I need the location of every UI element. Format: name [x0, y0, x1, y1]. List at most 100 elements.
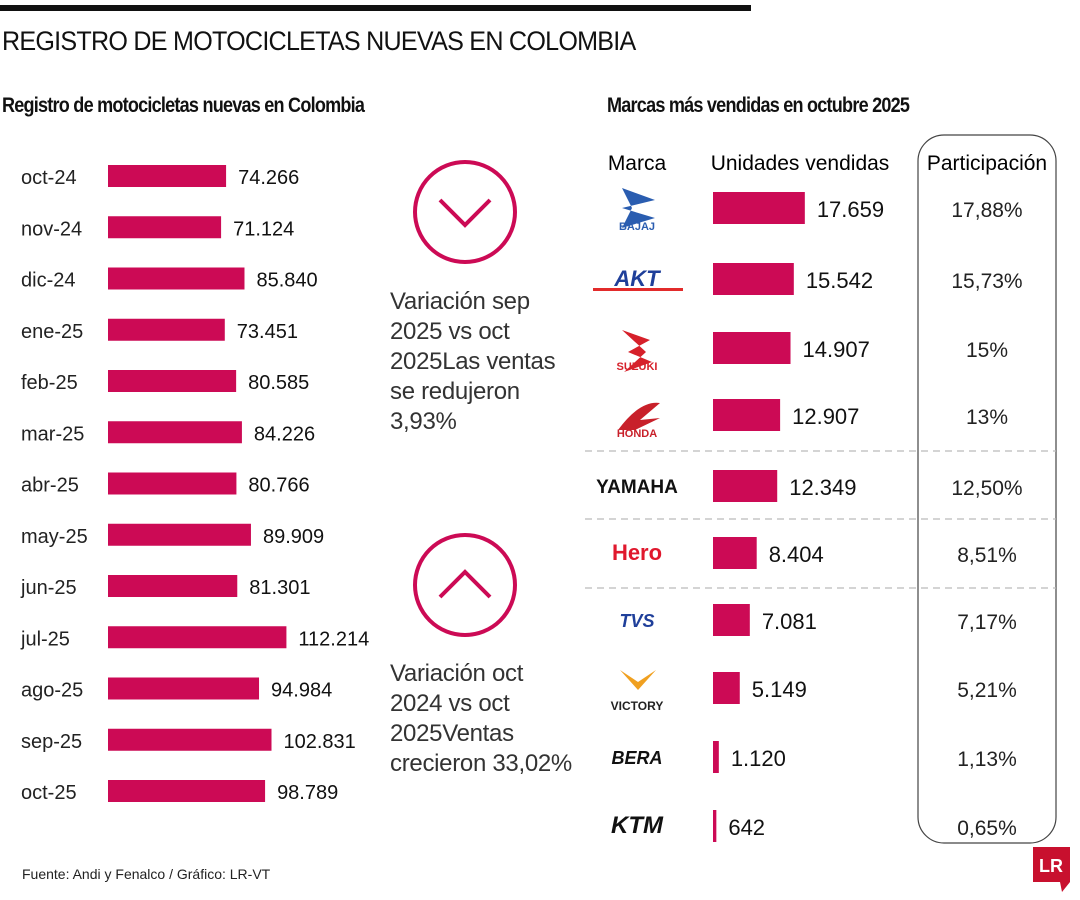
bar [713, 470, 778, 502]
share-label: 12,50% [951, 477, 1022, 500]
col-header-share: Participación [927, 152, 1047, 175]
variation-yoy-note: Variación oct 2024 vs oct 2025Ventas cre… [390, 660, 572, 777]
category-label: mar-25 [21, 423, 84, 445]
share-label: 7,17% [957, 611, 1017, 634]
value-label: 85.840 [256, 270, 317, 292]
bar [713, 263, 794, 295]
chevron-down-circle-icon [413, 160, 517, 264]
value-label: 17.659 [817, 197, 884, 222]
category-label: dic-24 [21, 270, 75, 292]
category-label: ene-25 [21, 321, 83, 343]
victory-logo-mark [620, 670, 656, 690]
value-label: 15.542 [806, 268, 873, 293]
share-label: 15,73% [951, 270, 1022, 293]
category-label: jul-25 [20, 628, 70, 650]
value-label: 71.124 [233, 218, 294, 240]
value-label: 94.984 [271, 680, 332, 702]
brand-logo-akt: AKT [613, 266, 661, 291]
value-label: 8.404 [769, 542, 824, 567]
brand-logo-bajaj: BAJAJ [619, 221, 655, 233]
value-label: 89.909 [263, 526, 324, 548]
bar [108, 472, 237, 495]
value-label: 80.585 [248, 372, 309, 394]
value-label: 12.349 [789, 475, 856, 500]
category-label: ago-25 [21, 680, 83, 702]
brand-logo-bera: BERA [611, 748, 662, 768]
share-label: 5,21% [957, 679, 1017, 702]
brand-logo-tvs: TVS [619, 611, 654, 631]
brand-logo-victory: VICTORY [611, 699, 664, 713]
variation-sep-oct-note: Variación sep 2025 vs oct 2025Las ventas… [390, 288, 556, 435]
bar [108, 318, 225, 341]
value-label: 81.301 [249, 577, 310, 599]
bar [108, 728, 272, 751]
category-label: feb-25 [21, 372, 78, 394]
group-dividers [585, 450, 1056, 589]
bar [108, 677, 260, 700]
bar [713, 672, 740, 704]
value-label: 102.831 [284, 731, 356, 753]
value-label: 74.266 [238, 167, 299, 189]
share-label: 17,88% [951, 199, 1022, 222]
akt-underline [593, 288, 683, 291]
value-label: 80.766 [248, 475, 309, 497]
bar [713, 192, 805, 224]
bar [713, 741, 719, 773]
brand-logo-hero: Hero [612, 540, 662, 565]
bar [108, 421, 242, 444]
bar [108, 575, 238, 597]
value-label: 98.789 [277, 782, 338, 804]
category-label: sep-25 [21, 731, 82, 753]
left-chart-title: Registro de motocicletas nuevas en Colom… [2, 94, 365, 117]
value-label: 5.149 [752, 677, 807, 702]
value-label: 112.214 [298, 628, 369, 650]
bar [713, 537, 757, 569]
page-title: REGISTRO DE MOTOCICLETAS NUEVAS EN COLOM… [2, 26, 636, 56]
bar [108, 370, 237, 392]
brand-logo-suzuki: SUZUKI [617, 361, 658, 373]
share-label: 0,65% [957, 817, 1017, 840]
bar [108, 216, 222, 239]
bar [108, 626, 287, 649]
value-label: 1.120 [731, 746, 786, 771]
category-label: oct-24 [21, 167, 77, 189]
bajaj-logo-mark [622, 188, 655, 228]
bar [108, 780, 266, 802]
lr-logo: LR [1033, 847, 1070, 892]
bar [713, 399, 781, 431]
top-rule [0, 5, 751, 11]
value-label: 84.226 [254, 423, 315, 445]
share-label: 8,51% [957, 544, 1017, 567]
value-label: 12.907 [792, 404, 859, 429]
share-label: 1,13% [957, 748, 1017, 771]
share-label: 15% [966, 339, 1008, 362]
svg-text:LR: LR [1039, 856, 1063, 876]
col-header-brand: Marca [608, 152, 667, 175]
chevron-up-circle-icon [413, 533, 517, 637]
bar [108, 523, 251, 546]
right-chart-title: Marcas más vendidas en octubre 2025 [607, 94, 910, 117]
category-label: may-25 [21, 526, 88, 548]
brand-logo-ktm: KTM [611, 812, 664, 839]
share-column-frame [917, 134, 1057, 844]
bar [713, 604, 750, 636]
suzuki-logo-mark [622, 330, 652, 372]
value-label: 14.907 [803, 337, 870, 362]
honda-wing-mark [618, 402, 660, 430]
brand-logo-honda: HONDA [617, 428, 657, 440]
bar [713, 332, 791, 364]
share-label: 13% [966, 406, 1008, 429]
bar [713, 810, 717, 842]
bar [108, 165, 227, 187]
category-label: jun-25 [20, 577, 77, 599]
bar [108, 267, 245, 290]
source-note: Fuente: Andi y Fenalco / Gráfico: LR-VT [22, 866, 271, 882]
value-label: 7.081 [762, 609, 817, 634]
value-label: 642 [728, 815, 765, 840]
category-label: oct-25 [21, 782, 77, 804]
value-label: 73.451 [237, 321, 298, 343]
category-label: abr-25 [21, 475, 79, 497]
col-header-units: Unidades vendidas [711, 152, 890, 175]
brand-logo-yamaha: YAMAHA [596, 477, 678, 498]
